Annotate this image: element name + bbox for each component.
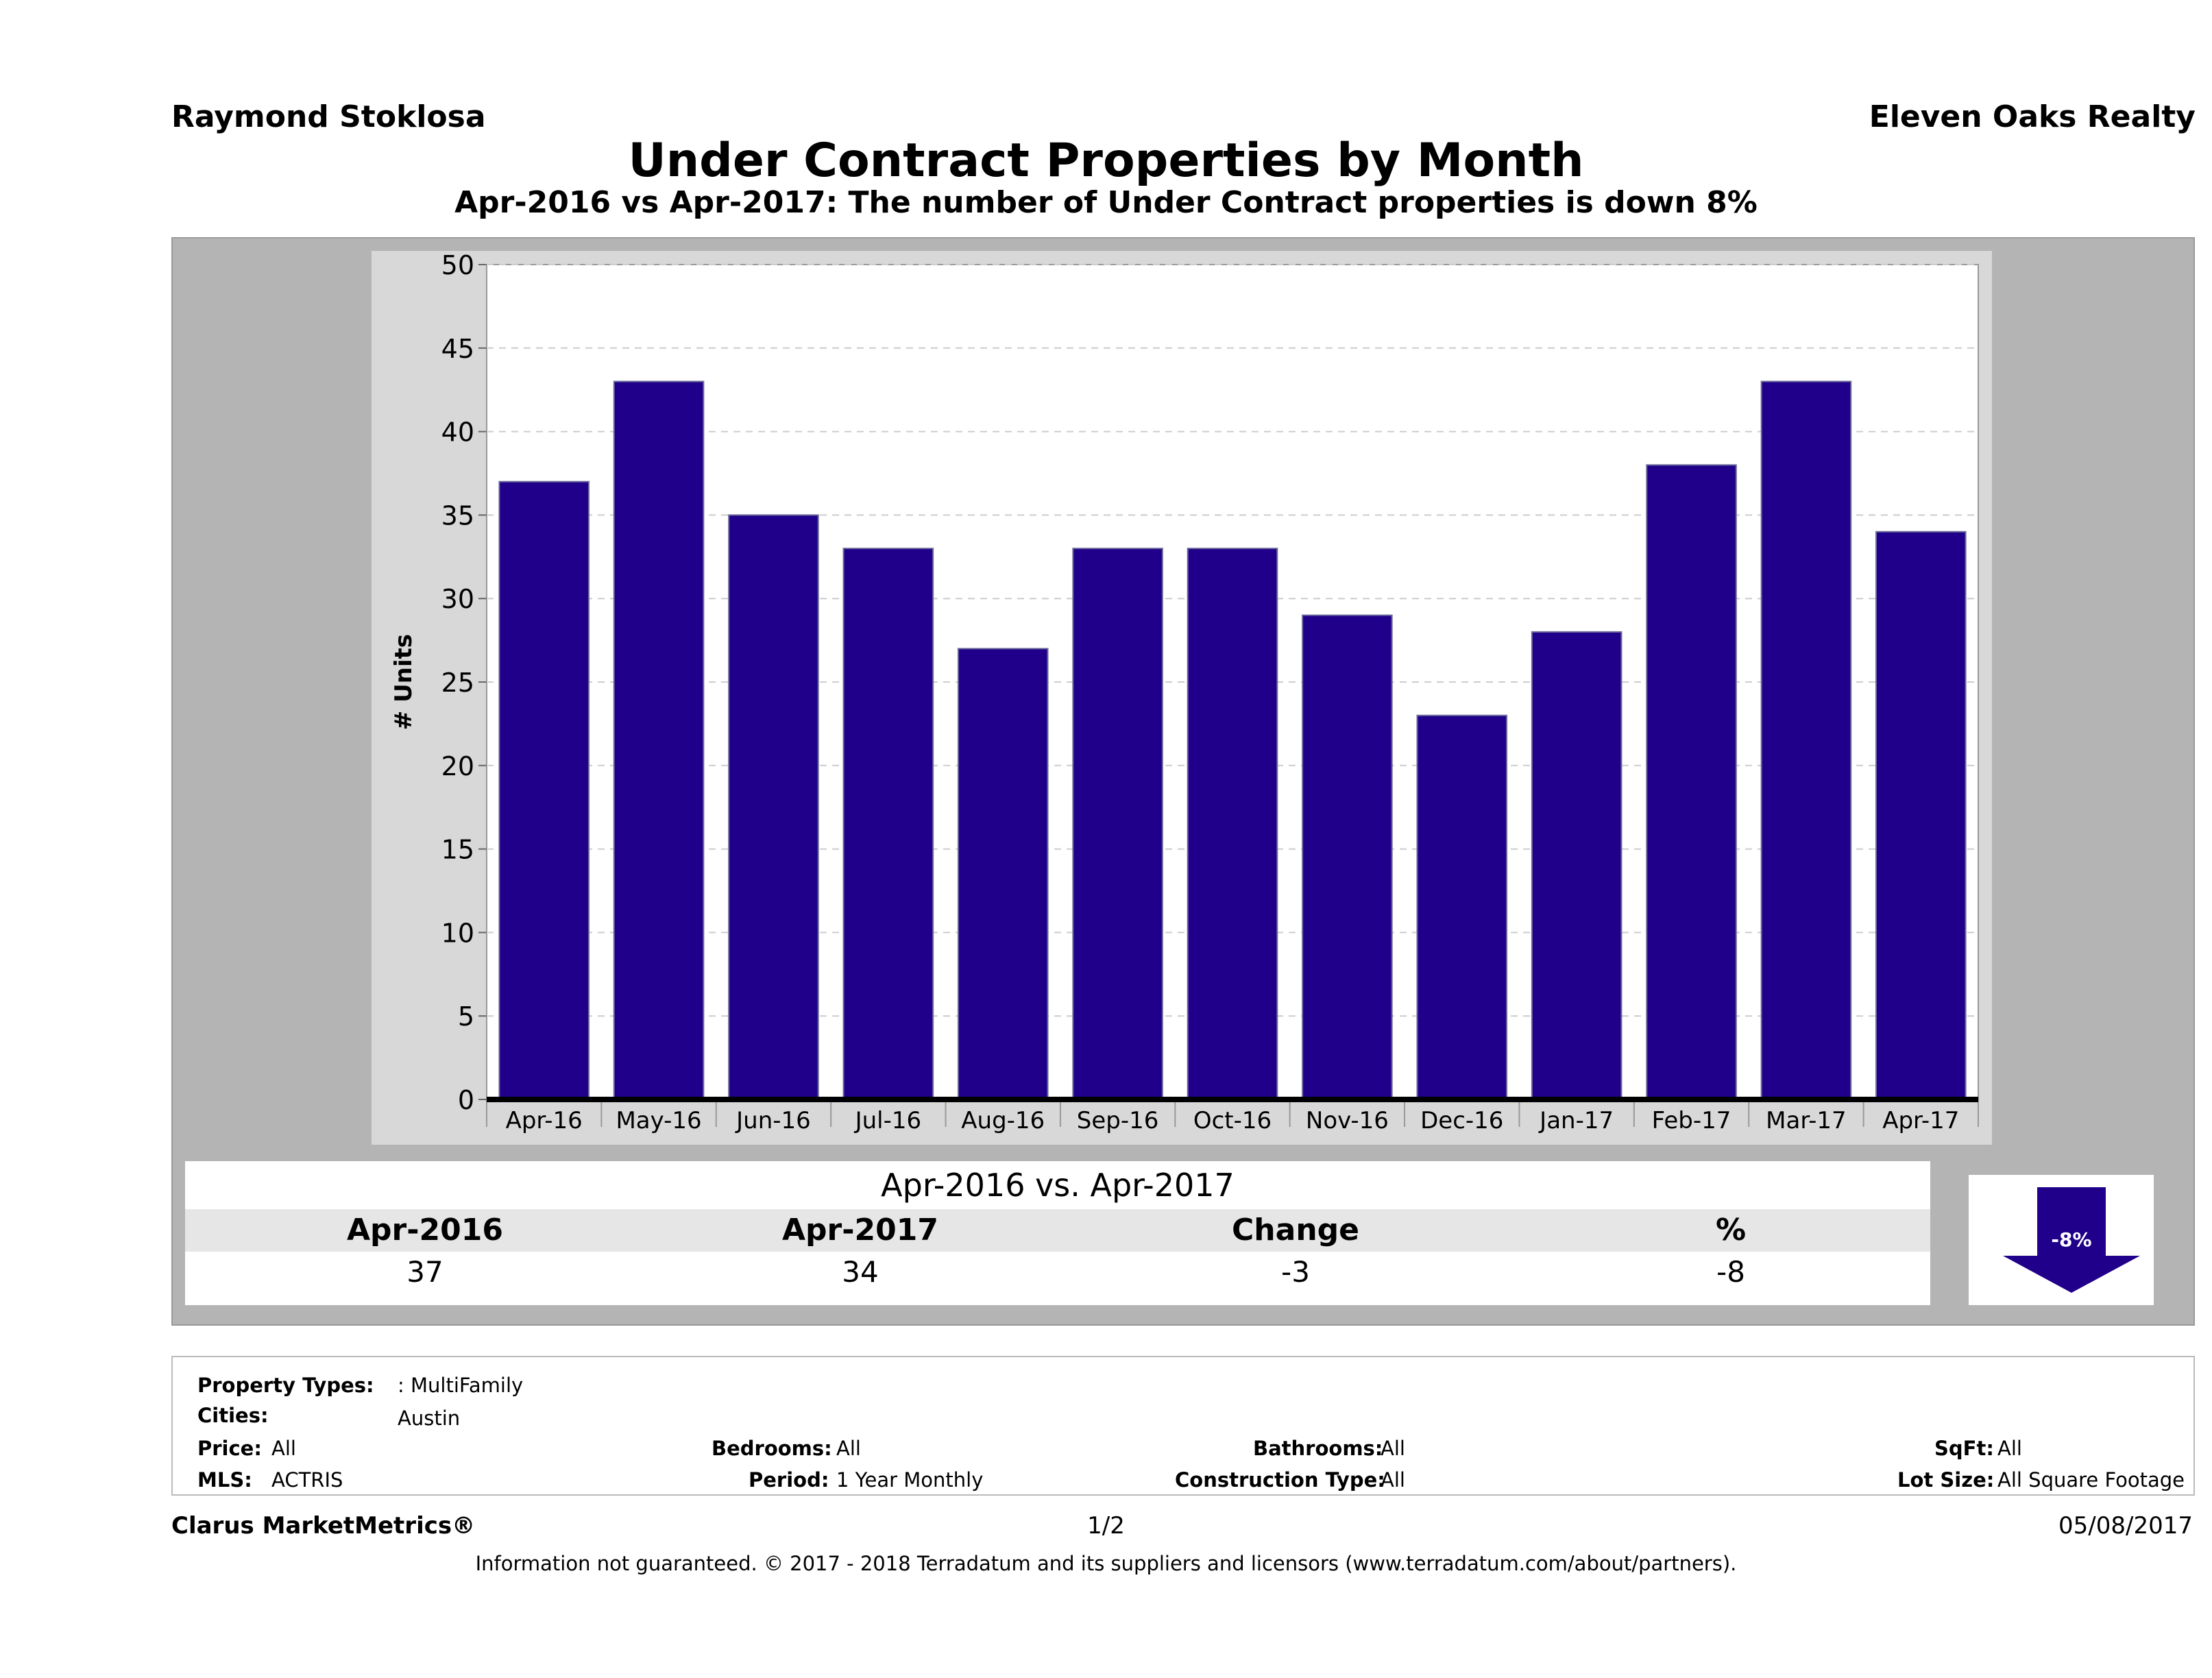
sqft-label: SqFt: [1934, 1437, 1994, 1460]
bar-jan-17 [1531, 631, 1622, 1100]
x-tick-label: Sep-16 [1077, 1107, 1159, 1134]
report-panel: 0 5 10 15 20 25 30 35 40 45 50 # Units Apr-16 May-16 J… [171, 237, 2195, 1326]
disclaimer: Information not guaranteed. © 2017 - 201… [475, 1552, 1737, 1575]
summary-heading: Apr-2016 vs. Apr-2017 [185, 1161, 1930, 1209]
x-tick-label: Jul-16 [854, 1107, 922, 1134]
change-indicator-label: -8% [2051, 1228, 2091, 1251]
change-indicator: -8% [1969, 1175, 2154, 1305]
y-tick-label: 5 [458, 1001, 474, 1032]
cities-label: Cities: [197, 1404, 269, 1427]
chart-title: Under Contract Properties by Month [628, 134, 1584, 188]
property-types-label: Property Types: [197, 1374, 374, 1397]
down-arrow-icon [2003, 1187, 2140, 1293]
summary-col-apr-2017: Apr-2017 [782, 1213, 938, 1248]
bar-apr-16 [498, 481, 590, 1100]
page-number: 1/2 [1087, 1512, 1125, 1540]
mls-label: MLS: [197, 1468, 252, 1492]
x-tick-label: Feb-17 [1652, 1107, 1731, 1134]
x-tick-label: Apr-16 [506, 1107, 583, 1134]
bar-oct-16 [1187, 548, 1278, 1100]
x-tick-label: Jun-16 [735, 1107, 811, 1134]
lot-size-label: Lot Size: [1897, 1468, 1995, 1492]
price-value: All [271, 1437, 296, 1460]
chart-subtitle: Apr-2016 vs Apr-2017: The number of Unde… [454, 185, 1758, 220]
y-tick-label: 20 [441, 751, 474, 781]
bar-jul-16 [842, 548, 934, 1100]
report-date: 05/08/2017 [2058, 1512, 2193, 1540]
summary-col-change: Change [1232, 1213, 1359, 1248]
y-tick-label: 25 [441, 668, 474, 698]
y-tick-label: 45 [441, 334, 474, 364]
y-tick-label: 30 [441, 584, 474, 614]
sqft-value: All [1997, 1437, 2022, 1460]
y-tick-label: 40 [441, 417, 474, 448]
bedrooms-value: All [836, 1437, 861, 1460]
summary-val-change: -3 [1281, 1255, 1310, 1289]
period-label: Period: [749, 1468, 829, 1492]
y-tick-label: 35 [441, 500, 474, 531]
bathrooms-label: Bathrooms: [1253, 1437, 1383, 1460]
x-tick-label: Jan-17 [1538, 1107, 1614, 1134]
y-tick-label: 0 [458, 1085, 474, 1115]
bar-apr-17 [1875, 531, 1967, 1100]
x-tick-label: Mar-17 [1766, 1107, 1847, 1134]
construction-type-value: All [1381, 1468, 1405, 1492]
cities-value: Austin [398, 1407, 461, 1430]
period-value: 1 Year Monthly [836, 1468, 984, 1492]
y-axis-label: # Units [390, 634, 417, 730]
bathrooms-value: All [1381, 1437, 1405, 1460]
summary-header-row: Apr-2016 Apr-2017 Change % [185, 1209, 1930, 1252]
x-tick-label: Apr-17 [1882, 1107, 1959, 1134]
summary-col-apr-2016: Apr-2016 [347, 1213, 503, 1248]
bedrooms-label: Bedrooms: [712, 1437, 832, 1460]
bar-chart: 0 5 10 15 20 25 30 35 40 45 50 # Units Apr-16 May-16 J… [390, 251, 1979, 1134]
bar-nov-16 [1302, 614, 1393, 1100]
company-name: Eleven Oaks Realty [1869, 99, 2196, 134]
summary-val-apr-2016: 37 [406, 1255, 443, 1289]
x-tick-label: Dec-16 [1420, 1107, 1503, 1134]
x-tick-label: Aug-16 [961, 1107, 1045, 1134]
lot-size-value: All Square Footage [1997, 1468, 2185, 1492]
agent-name: Raymond Stoklosa [171, 99, 486, 134]
summary-col-percent: % [1715, 1213, 1747, 1248]
x-tick-label: Oct-16 [1193, 1107, 1272, 1134]
y-tick-label: 10 [441, 918, 474, 948]
plot-panel: 0 5 10 15 20 25 30 35 40 45 50 # Units Apr-16 May-16 J… [372, 251, 1992, 1145]
summary-table: Apr-2016 vs. Apr-2017 Apr-2016 Apr-2017 … [185, 1161, 1930, 1305]
y-tick-label: 15 [441, 835, 474, 865]
bar-mar-17 [1760, 380, 1852, 1100]
summary-val-percent: -8 [1716, 1255, 1745, 1289]
bar-aug-16 [957, 648, 1049, 1100]
mls-value: ACTRIS [271, 1468, 343, 1492]
bar-sep-16 [1072, 548, 1163, 1100]
filter-criteria: Property Types: : MultiFamily Cities: Au… [171, 1356, 2195, 1496]
construction-type-label: Construction Type: [1175, 1468, 1385, 1492]
property-types-value: : MultiFamily [398, 1374, 524, 1397]
bar-may-16 [613, 380, 705, 1100]
bar-dec-16 [1416, 714, 1508, 1100]
bar-feb-17 [1646, 464, 1737, 1100]
price-label: Price: [197, 1437, 262, 1460]
summary-val-apr-2017: 34 [842, 1255, 879, 1289]
x-tick-label: May-16 [616, 1107, 701, 1134]
y-tick-label: 50 [441, 251, 474, 280]
x-tick-label: Nov-16 [1306, 1107, 1389, 1134]
footer-brand: Clarus MarketMetrics® [171, 1512, 476, 1540]
bar-jun-16 [728, 514, 819, 1100]
summary-value-row: 37 34 -3 -8 [185, 1252, 1930, 1293]
